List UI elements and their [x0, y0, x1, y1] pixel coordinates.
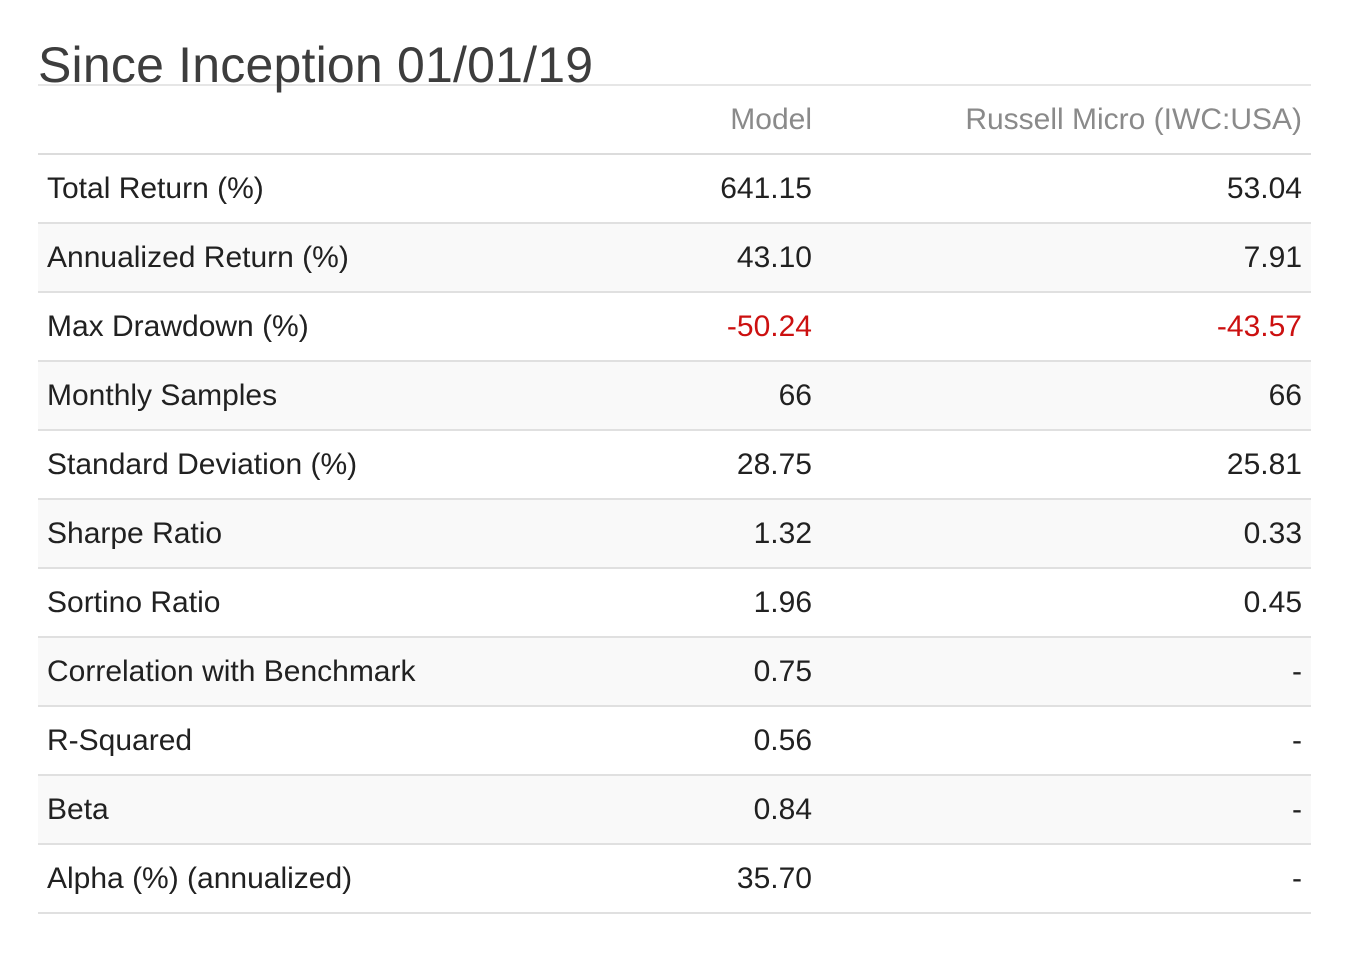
- performance-table: Model Russell Micro (IWC:USA) Total Retu…: [38, 84, 1311, 914]
- table-row: Monthly Samples 66 66: [38, 361, 1311, 430]
- model-value: 35.70: [736, 861, 812, 895]
- table-row: Sharpe Ratio 1.32 0.33: [38, 499, 1311, 568]
- performance-panel: Since Inception 01/01/19 Model Russell M…: [38, 0, 1311, 914]
- metric-label: Sharpe Ratio: [47, 516, 223, 550]
- table-row: Sortino Ratio 1.96 0.45: [38, 568, 1311, 637]
- metric-label: Total Return (%): [47, 171, 264, 205]
- metric-label: Max Drawdown (%): [47, 309, 309, 343]
- header-label: [38, 85, 621, 154]
- metric-label: Annualized Return (%): [47, 240, 349, 274]
- table-row: Total Return (%) 641.15 53.04: [38, 154, 1311, 223]
- model-value: -50.24: [726, 309, 812, 343]
- metric-label: Correlation with Benchmark: [47, 654, 416, 688]
- table-header: Model Russell Micro (IWC:USA): [38, 85, 1311, 154]
- model-value: 1.96: [753, 585, 812, 619]
- benchmark-value: -: [1292, 792, 1302, 826]
- benchmark-value: -: [1292, 723, 1302, 757]
- page-title: Since Inception 01/01/19: [38, 37, 594, 93]
- metric-label: Sortino Ratio: [47, 585, 221, 619]
- model-value: 641.15: [720, 171, 812, 205]
- table-row: Alpha (%) (annualized) 35.70 -: [38, 844, 1311, 913]
- metric-label: Alpha (%) (annualized): [47, 861, 353, 895]
- benchmark-value: 66: [1268, 378, 1302, 412]
- model-value: 28.75: [736, 447, 812, 481]
- table-row: Beta 0.84 -: [38, 775, 1311, 844]
- metric-label: R-Squared: [47, 723, 193, 757]
- model-value: 0.84: [753, 792, 812, 826]
- model-value: 0.56: [753, 723, 812, 757]
- header-model: Model: [730, 102, 812, 136]
- benchmark-value: -43.57: [1216, 309, 1302, 343]
- header-benchmark: Russell Micro (IWC:USA): [965, 102, 1302, 136]
- model-value: 1.32: [753, 516, 812, 550]
- header-row: Model Russell Micro (IWC:USA): [38, 85, 1311, 154]
- model-value: 0.75: [753, 654, 812, 688]
- metric-label: Beta: [47, 792, 109, 826]
- benchmark-value: -: [1292, 861, 1302, 895]
- metric-label: Standard Deviation (%): [47, 447, 358, 481]
- table-row: Standard Deviation (%) 28.75 25.81: [38, 430, 1311, 499]
- model-value: 43.10: [736, 240, 812, 274]
- benchmark-value: 0.33: [1243, 516, 1302, 550]
- table-row: Annualized Return (%) 43.10 7.91: [38, 223, 1311, 292]
- table-body: Total Return (%) 641.15 53.04 Annualized…: [38, 154, 1311, 913]
- benchmark-value: 53.04: [1226, 171, 1302, 205]
- model-value: 66: [778, 378, 812, 412]
- table-row: Correlation with Benchmark 0.75 -: [38, 637, 1311, 706]
- metric-label: Monthly Samples: [47, 378, 278, 412]
- benchmark-value: 0.45: [1243, 585, 1302, 619]
- benchmark-value: 7.91: [1243, 240, 1302, 274]
- benchmark-value: 25.81: [1226, 447, 1302, 481]
- table-row: Max Drawdown (%) -50.24 -43.57: [38, 292, 1311, 361]
- table-row: R-Squared 0.56 -: [38, 706, 1311, 775]
- benchmark-value: -: [1292, 654, 1302, 688]
